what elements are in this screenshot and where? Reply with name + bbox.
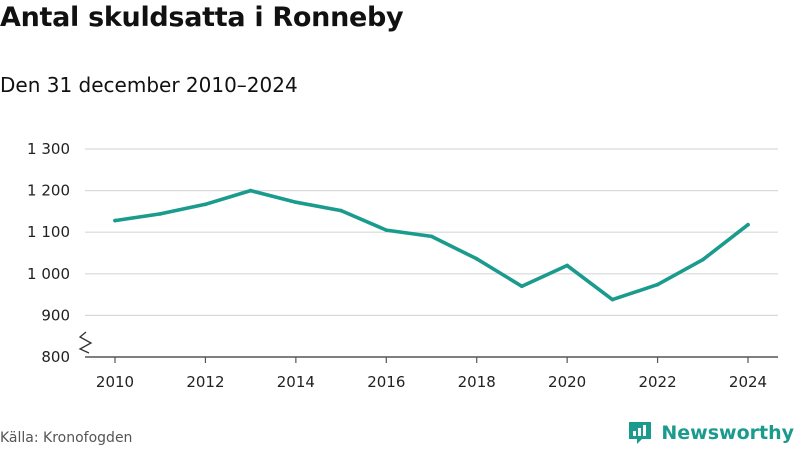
y-tick-label: 800 xyxy=(41,348,70,366)
y-tick-label: 1 000 xyxy=(27,265,70,283)
x-tick-label: 2016 xyxy=(367,373,405,391)
x-tick-label: 2010 xyxy=(96,373,134,391)
y-tick-label: 1 200 xyxy=(27,182,70,200)
y-axis-ticks: 800 900 1 000 1 100 1 200 1 300 xyxy=(27,140,70,366)
y-tick-label: 1 300 xyxy=(27,140,70,158)
x-tick-label: 2012 xyxy=(186,373,224,391)
brand-name: Newsworthy xyxy=(661,422,794,444)
chart-subtitle: Den 31 december 2010–2024 xyxy=(0,73,298,97)
series-line xyxy=(113,188,750,302)
brand-logo[interactable]: Newsworthy xyxy=(627,420,794,446)
data-point xyxy=(113,218,117,223)
data-point xyxy=(610,297,615,302)
data-point xyxy=(294,200,298,205)
chart-title: Antal skuldsatta i Ronneby xyxy=(0,2,404,33)
data-point xyxy=(520,284,524,289)
data-point xyxy=(339,208,343,213)
source-note: Källa: Kronofogden xyxy=(0,430,133,446)
data-point xyxy=(384,228,389,232)
x-axis-ticks: 2010 2012 2014 2016 2018 2020 2022 2024 xyxy=(96,357,767,391)
y-tick-label: 1 100 xyxy=(27,223,70,241)
data-point xyxy=(158,212,163,216)
data-point xyxy=(655,282,660,287)
data-point xyxy=(474,257,479,261)
data-point xyxy=(746,222,750,227)
data-point xyxy=(700,257,705,262)
data-point xyxy=(429,234,434,239)
data-point xyxy=(248,188,253,193)
axis-break-marker xyxy=(78,331,93,354)
y-tick-label: 900 xyxy=(41,306,70,324)
data-point xyxy=(203,202,208,207)
data-point xyxy=(565,263,569,268)
x-tick-label: 2014 xyxy=(277,373,315,391)
x-tick-label: 2020 xyxy=(548,373,586,391)
series-layer xyxy=(113,188,750,302)
newsworthy-logo-icon xyxy=(629,422,652,444)
x-tick-label: 2022 xyxy=(638,373,676,391)
x-tick-label: 2018 xyxy=(458,373,496,391)
grid-lines xyxy=(85,148,778,316)
x-axis xyxy=(78,331,778,358)
x-tick-label: 2024 xyxy=(729,373,767,391)
